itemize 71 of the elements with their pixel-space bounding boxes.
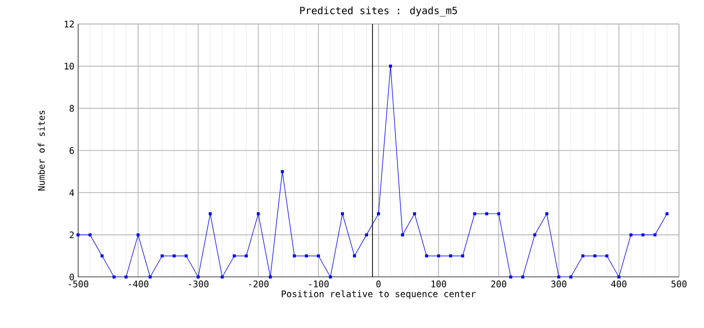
point [389, 64, 392, 68]
y-tick-label: 12 [64, 20, 74, 28]
x-tick-label: -100 [309, 280, 329, 288]
y-tick-label: 6 [70, 147, 74, 154]
point [425, 254, 428, 258]
point [244, 254, 248, 258]
point [316, 254, 320, 258]
point [605, 254, 608, 258]
point [196, 275, 200, 278]
y-axis-title: Number of sites [38, 110, 45, 191]
point [521, 275, 524, 278]
point [473, 212, 476, 216]
x-tick-label: 400 [611, 280, 626, 288]
y-tick-label: 2 [70, 231, 74, 238]
point [665, 212, 668, 216]
point [292, 254, 296, 258]
point [136, 233, 140, 236]
point [581, 254, 584, 258]
point [617, 275, 620, 278]
point [485, 212, 488, 216]
x-tick-label: -200 [249, 280, 269, 288]
point [413, 212, 416, 216]
point [545, 212, 548, 216]
point [461, 254, 464, 258]
x-tick-label: 100 [432, 280, 446, 288]
chart-title: Predicted sites : dyads_m5 [300, 6, 457, 16]
point [449, 254, 452, 258]
point [160, 254, 164, 258]
point [148, 275, 152, 278]
x-tick-label: 300 [551, 280, 566, 288]
y-tick-label: 8 [70, 104, 74, 112]
point [220, 275, 224, 278]
point [112, 275, 116, 278]
point [76, 233, 80, 236]
y-tick-label: 4 [70, 189, 74, 196]
point [340, 212, 344, 216]
point [509, 275, 512, 278]
point [352, 254, 356, 258]
y-tick-label: 10 [64, 62, 74, 70]
x-tick-label: -300 [188, 280, 208, 288]
point [377, 212, 380, 216]
point [124, 275, 128, 278]
point [184, 254, 188, 258]
y-tick-label: 0 [70, 274, 74, 280]
point [268, 275, 272, 278]
x-axis-title: Position relative to sequence center [282, 290, 476, 299]
point [232, 254, 236, 258]
point [88, 233, 92, 236]
point [653, 233, 656, 236]
point [497, 212, 500, 216]
point [208, 212, 212, 216]
point [100, 254, 104, 258]
x-tick-label: 0 [376, 280, 381, 288]
point [172, 254, 176, 258]
point [557, 275, 560, 278]
point [533, 233, 536, 236]
point [401, 233, 404, 236]
x-tick-label: 500 [671, 280, 687, 288]
point [304, 254, 308, 258]
point [328, 275, 332, 278]
point [256, 212, 260, 216]
point [437, 254, 440, 258]
x-tick-label: -500 [68, 280, 88, 288]
point [280, 170, 284, 174]
x-tick-label: -400 [128, 280, 148, 288]
point [629, 233, 632, 236]
point [364, 233, 368, 236]
point [569, 275, 572, 278]
point [641, 233, 644, 236]
point [593, 254, 596, 258]
x-tick-label: 200 [491, 280, 506, 288]
